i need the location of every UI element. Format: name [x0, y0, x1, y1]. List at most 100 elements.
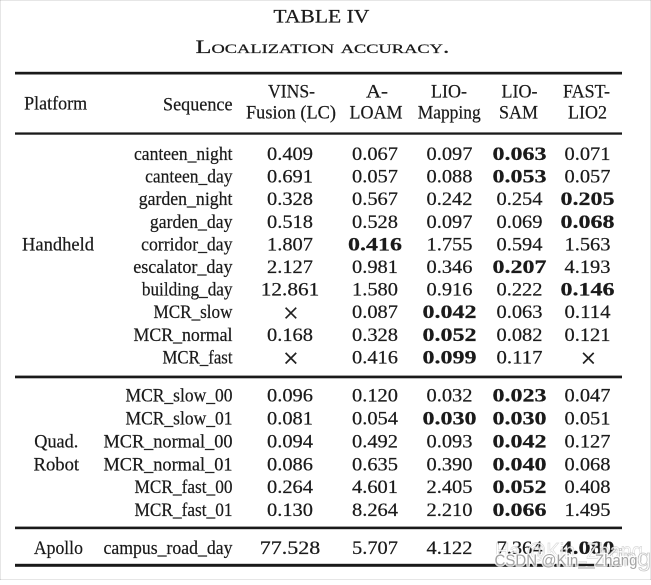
svg-text:FAST-: FAST- [563, 81, 610, 102]
svg-text:VINS-: VINS- [268, 81, 315, 102]
svg-text:Quad.: Quad. [34, 432, 78, 453]
svg-text:Ha @Kin_Zhang: Ha @Kin_Zhang [495, 539, 643, 564]
svg-text:0.127: 0.127 [565, 432, 611, 453]
svg-text:Localization accuracy.: Localization accuracy. [196, 38, 450, 58]
svg-text:0.052: 0.052 [493, 477, 547, 498]
svg-text:0.222: 0.222 [497, 280, 543, 301]
svg-text:0.063: 0.063 [493, 144, 547, 165]
svg-text:0.051: 0.051 [565, 409, 611, 430]
svg-text:7.364: 7.364 [497, 538, 544, 559]
svg-text:0.068: 0.068 [561, 212, 615, 233]
svg-text:2.127: 2.127 [267, 257, 313, 278]
svg-text:0.981: 0.981 [352, 257, 398, 278]
svg-text:1.755: 1.755 [427, 234, 473, 255]
svg-text:0.121: 0.121 [565, 325, 611, 346]
svg-text:garden_day: garden_day [150, 212, 233, 233]
svg-text:Fusion (LC): Fusion (LC) [246, 103, 336, 124]
svg-text:1.495: 1.495 [565, 500, 611, 521]
svg-text:0.409: 0.409 [267, 144, 313, 165]
svg-text:0.346: 0.346 [427, 257, 473, 278]
svg-text:0.328: 0.328 [267, 189, 313, 210]
svg-text:King: King [601, 545, 651, 572]
svg-text:LIO-: LIO- [502, 81, 538, 102]
svg-text:0.691: 0.691 [267, 167, 313, 188]
svg-text:0.093: 0.093 [427, 432, 473, 453]
svg-text:0.416: 0.416 [352, 347, 398, 368]
svg-text:1.580: 1.580 [352, 280, 398, 301]
svg-text:0.047: 0.047 [565, 386, 611, 407]
svg-text:Sequence: Sequence [163, 95, 233, 116]
svg-text:2.405: 2.405 [427, 477, 473, 498]
svg-text:0.567: 0.567 [352, 189, 398, 210]
svg-text:escalator_day: escalator_day [133, 257, 233, 278]
svg-text:MCR_normal_00: MCR_normal_00 [104, 432, 233, 453]
svg-text:0.120: 0.120 [352, 386, 398, 407]
svg-text:MCR_fast: MCR_fast [163, 347, 234, 368]
svg-text:0.205: 0.205 [561, 189, 615, 210]
svg-text:MCR_slow_00: MCR_slow_00 [126, 386, 233, 407]
svg-text:8.264: 8.264 [352, 500, 399, 521]
svg-text:MCR_fast_00: MCR_fast_00 [135, 477, 233, 498]
svg-text:1.807: 1.807 [267, 234, 313, 255]
svg-text:0.042: 0.042 [423, 302, 477, 323]
svg-text:0.063: 0.063 [497, 302, 543, 323]
svg-text:0.067: 0.067 [352, 144, 398, 165]
svg-text:0.242: 0.242 [427, 189, 473, 210]
svg-text:0.042: 0.042 [493, 432, 547, 453]
svg-text:0.518: 0.518 [267, 212, 313, 233]
svg-text:LOAM: LOAM [350, 102, 403, 123]
svg-text:0.054: 0.054 [352, 409, 399, 430]
svg-text:5.707: 5.707 [352, 538, 398, 559]
svg-text:0.594: 0.594 [497, 234, 544, 255]
svg-text:0.096: 0.096 [267, 386, 313, 407]
svg-text:0.068: 0.068 [565, 454, 611, 475]
svg-text:TABLE IV: TABLE IV [273, 6, 369, 27]
svg-text:building_day: building_day [142, 280, 233, 301]
svg-text:0.416: 0.416 [348, 234, 402, 255]
svg-text:0.146: 0.146 [561, 280, 615, 301]
svg-text:MCR_slow: MCR_slow [154, 302, 233, 323]
svg-text:SAM: SAM [499, 102, 538, 123]
svg-text:0.087: 0.087 [352, 302, 398, 323]
svg-text:0.094: 0.094 [267, 432, 314, 453]
svg-text:0.052: 0.052 [423, 325, 477, 346]
svg-text:Platform: Platform [24, 94, 87, 115]
svg-text:0.097: 0.097 [427, 212, 473, 233]
svg-text:0.057: 0.057 [352, 167, 398, 188]
svg-text:0.328: 0.328 [352, 325, 398, 346]
svg-text:0.114: 0.114 [565, 302, 612, 323]
svg-text:campus_road_day: campus_road_day [104, 538, 233, 559]
svg-text:MCR_fast_01: MCR_fast_01 [135, 500, 233, 521]
svg-text:Mapping: Mapping [418, 102, 481, 123]
svg-text:Robot: Robot [34, 454, 80, 475]
svg-text:0.264: 0.264 [267, 477, 314, 498]
svg-text:0.916: 0.916 [427, 280, 473, 301]
svg-text:LIO-: LIO- [431, 81, 467, 102]
svg-text:LIO2: LIO2 [568, 102, 607, 123]
svg-text:Apollo: Apollo [34, 538, 83, 559]
svg-text:0.069: 0.069 [497, 212, 543, 233]
svg-text:1.563: 1.563 [565, 234, 611, 255]
svg-text:0.088: 0.088 [427, 167, 473, 188]
svg-text:0.040: 0.040 [493, 454, 547, 475]
svg-text:0.130: 0.130 [267, 500, 313, 521]
svg-text:0.408: 0.408 [565, 477, 611, 498]
svg-text:0.097: 0.097 [427, 144, 473, 165]
svg-text:0.030: 0.030 [423, 409, 477, 430]
svg-text:canteen_day: canteen_day [145, 167, 233, 188]
svg-text:0.117: 0.117 [497, 347, 543, 368]
svg-text:0.528: 0.528 [352, 212, 398, 233]
svg-text:0.081: 0.081 [267, 409, 313, 430]
svg-text:0.492: 0.492 [352, 432, 398, 453]
svg-text:0.168: 0.168 [267, 325, 313, 346]
svg-text:MCR_slow_01: MCR_slow_01 [126, 409, 233, 430]
svg-text:2.210: 2.210 [427, 500, 473, 521]
svg-text:Handheld: Handheld [22, 234, 94, 255]
svg-text:4.601: 4.601 [352, 477, 398, 498]
svg-text:0.057: 0.057 [565, 167, 611, 188]
svg-text:0.635: 0.635 [352, 454, 398, 475]
svg-text:CSDN @Kin__Zhang: CSDN @Kin__Zhang [495, 553, 638, 570]
svg-text:corridor_day: corridor_day [141, 234, 233, 255]
svg-text:4.193: 4.193 [565, 257, 611, 278]
svg-text:77.528: 77.528 [260, 538, 321, 559]
